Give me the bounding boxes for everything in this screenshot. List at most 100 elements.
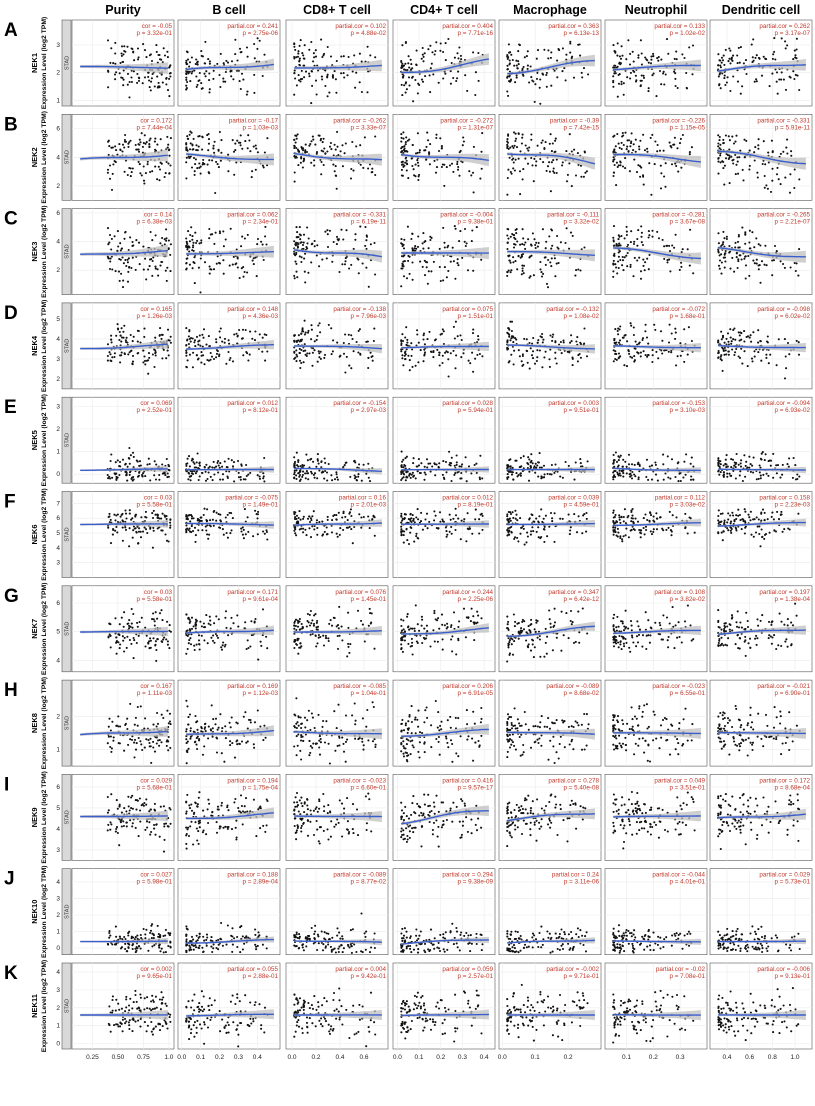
- data-point: [318, 352, 321, 355]
- data-point: [506, 464, 509, 467]
- data-point: [661, 339, 664, 342]
- data-point: [571, 364, 574, 367]
- data-point: [236, 139, 239, 142]
- data-point: [141, 145, 144, 148]
- data-point: [748, 168, 751, 171]
- data-point: [401, 339, 405, 343]
- data-point: [717, 172, 720, 175]
- data-point: [188, 465, 191, 468]
- data-point: [204, 75, 207, 78]
- data-point: [683, 460, 686, 463]
- data-point: [165, 77, 168, 80]
- data-point: [227, 457, 230, 460]
- correlation-label: partial.cor = -0.094: [757, 400, 810, 407]
- data-point: [583, 246, 586, 249]
- data-point: [145, 56, 148, 59]
- data-point: [154, 513, 157, 516]
- fit-line: [613, 64, 701, 71]
- data-point: [744, 464, 747, 467]
- data-point: [315, 151, 319, 154]
- data-point: [796, 473, 799, 476]
- data-point: [552, 333, 555, 336]
- data-point: [340, 228, 343, 231]
- data-point: [510, 269, 513, 272]
- p-value-label: p = 5.94e-01: [457, 407, 493, 414]
- data-point: [509, 320, 512, 323]
- data-point: [136, 460, 139, 463]
- data-point: [508, 335, 511, 338]
- data-point: [576, 360, 579, 363]
- data-point: [401, 145, 404, 148]
- data-point: [185, 73, 188, 76]
- data-point: [418, 173, 421, 176]
- p-value-label: p = 8.12e-01: [242, 407, 278, 414]
- data-point: [334, 78, 337, 81]
- data-point: [357, 258, 360, 261]
- data-point: [143, 182, 146, 185]
- data-point: [616, 42, 619, 45]
- data-point: [519, 472, 522, 475]
- data-point: [719, 355, 722, 358]
- data-point: [762, 55, 765, 58]
- data-point: [536, 356, 539, 359]
- data-point: [681, 248, 684, 251]
- fit-line: [507, 250, 595, 256]
- data-point: [185, 257, 188, 260]
- data-point: [196, 83, 199, 86]
- data-point: [735, 256, 738, 259]
- data-point: [726, 475, 729, 478]
- data-point: [163, 243, 166, 246]
- data-point: [724, 458, 727, 461]
- data-point: [450, 61, 453, 65]
- data-point: [190, 531, 193, 534]
- data-point: [630, 477, 634, 480]
- data-point: [616, 132, 619, 136]
- data-point: [109, 518, 112, 521]
- data-point: [357, 473, 360, 476]
- data-point: [194, 534, 197, 537]
- data-point: [127, 145, 130, 148]
- data-point: [128, 446, 131, 450]
- data-point: [775, 364, 778, 367]
- p-value-label: p = 1.26e-03: [136, 313, 172, 320]
- data-point: [744, 277, 747, 280]
- data-point: [158, 478, 161, 481]
- data-point: [442, 330, 445, 333]
- data-point: [786, 152, 789, 155]
- data-point: [626, 145, 629, 148]
- data-point: [765, 184, 768, 187]
- data-point: [566, 350, 569, 353]
- p-value-label: p = 9.38e-01: [457, 219, 493, 226]
- data-point: [617, 234, 620, 237]
- data-point: [743, 330, 746, 333]
- data-point: [165, 517, 168, 521]
- data-point: [302, 160, 305, 163]
- data-point: [219, 336, 222, 339]
- data-point: [126, 45, 129, 48]
- data-point: [192, 244, 195, 247]
- data-point: [293, 240, 296, 243]
- data-point: [298, 470, 302, 473]
- data-point: [539, 102, 542, 105]
- data-point: [523, 56, 526, 59]
- data-point: [168, 77, 171, 80]
- data-point: [139, 141, 142, 144]
- data-point: [614, 328, 617, 331]
- data-point: [353, 474, 356, 477]
- data-point: [535, 359, 538, 363]
- data-point: [460, 338, 463, 342]
- data-point: [114, 270, 117, 273]
- data-point: [148, 86, 151, 89]
- data-point: [310, 261, 313, 264]
- data-point: [195, 85, 198, 88]
- data-point: [253, 42, 256, 46]
- data-point: [554, 341, 557, 344]
- data-point: [466, 89, 469, 92]
- data-point: [518, 355, 521, 358]
- data-point: [538, 349, 541, 352]
- data-point: [625, 233, 628, 237]
- data-point: [161, 512, 164, 515]
- data-point: [471, 171, 475, 174]
- data-point: [462, 136, 465, 139]
